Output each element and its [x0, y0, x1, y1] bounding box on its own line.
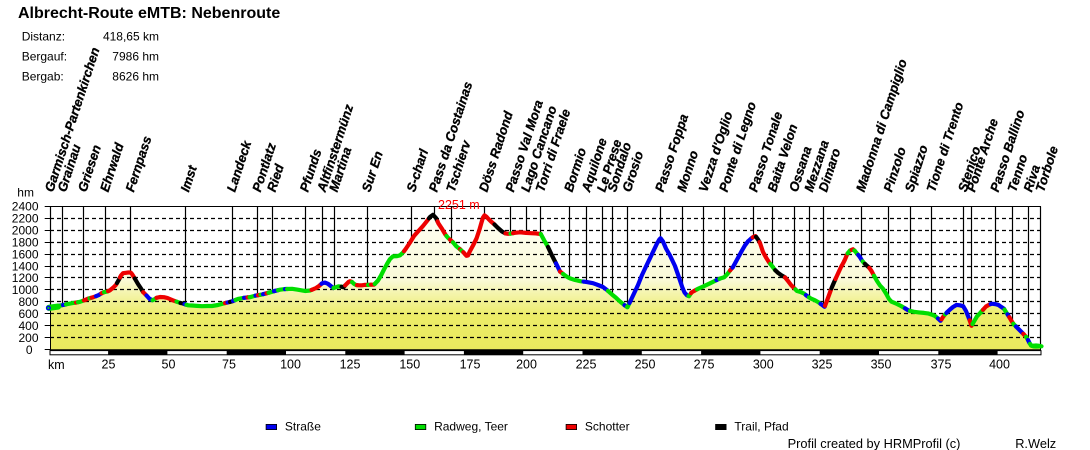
svg-text:418,65 km: 418,65 km [103, 30, 159, 44]
svg-text:Profil created by HRMProfil (c: Profil created by HRMProfil (c) [788, 436, 961, 450]
svg-text:Distanz:: Distanz: [22, 30, 65, 44]
svg-text:800: 800 [18, 295, 38, 309]
svg-text:7986 hm: 7986 hm [112, 50, 159, 64]
svg-text:125: 125 [340, 358, 361, 372]
svg-text:1200: 1200 [12, 271, 39, 285]
svg-text:600: 600 [18, 307, 38, 321]
svg-text:25: 25 [102, 358, 116, 372]
svg-text:Trail, Pfad: Trail, Pfad [734, 420, 788, 434]
svg-text:Schotter: Schotter [585, 420, 630, 434]
svg-text:8626 hm: 8626 hm [112, 70, 159, 84]
svg-text:2200: 2200 [12, 212, 39, 226]
svg-text:325: 325 [812, 358, 833, 372]
svg-text:200: 200 [18, 331, 38, 345]
svg-text:Bergauf:: Bergauf: [22, 50, 67, 64]
svg-text:0: 0 [26, 343, 33, 357]
svg-text:200: 200 [516, 358, 537, 372]
svg-text:1800: 1800 [12, 236, 39, 250]
svg-text:100: 100 [280, 358, 301, 372]
svg-text:1000: 1000 [12, 283, 39, 297]
svg-text:400: 400 [989, 358, 1010, 372]
svg-text:275: 275 [694, 358, 715, 372]
svg-text:375: 375 [931, 358, 952, 372]
svg-text:2400: 2400 [12, 200, 39, 214]
svg-text:50: 50 [162, 358, 176, 372]
svg-text:2000: 2000 [12, 224, 39, 238]
svg-text:225: 225 [576, 358, 597, 372]
svg-text:350: 350 [871, 358, 892, 372]
svg-text:250: 250 [635, 358, 656, 372]
svg-text:2251 m: 2251 m [438, 198, 480, 212]
svg-text:km: km [48, 358, 65, 372]
svg-text:175: 175 [460, 358, 481, 372]
svg-text:hm: hm [17, 186, 34, 200]
svg-text:Bergab:: Bergab: [22, 70, 64, 84]
svg-text:400: 400 [18, 319, 38, 333]
svg-text:300: 300 [753, 358, 774, 372]
svg-text:Radweg, Teer: Radweg, Teer [434, 420, 508, 434]
svg-text:R.Welz: R.Welz [1015, 436, 1056, 450]
svg-text:1400: 1400 [12, 259, 39, 273]
svg-text:Albrecht-Route eMTB: Nebenrout: Albrecht-Route eMTB: Nebenroute [18, 5, 280, 22]
svg-text:150: 150 [399, 358, 420, 372]
svg-text:75: 75 [222, 358, 236, 372]
svg-text:1600: 1600 [12, 247, 39, 261]
svg-text:Straße: Straße [285, 420, 321, 434]
